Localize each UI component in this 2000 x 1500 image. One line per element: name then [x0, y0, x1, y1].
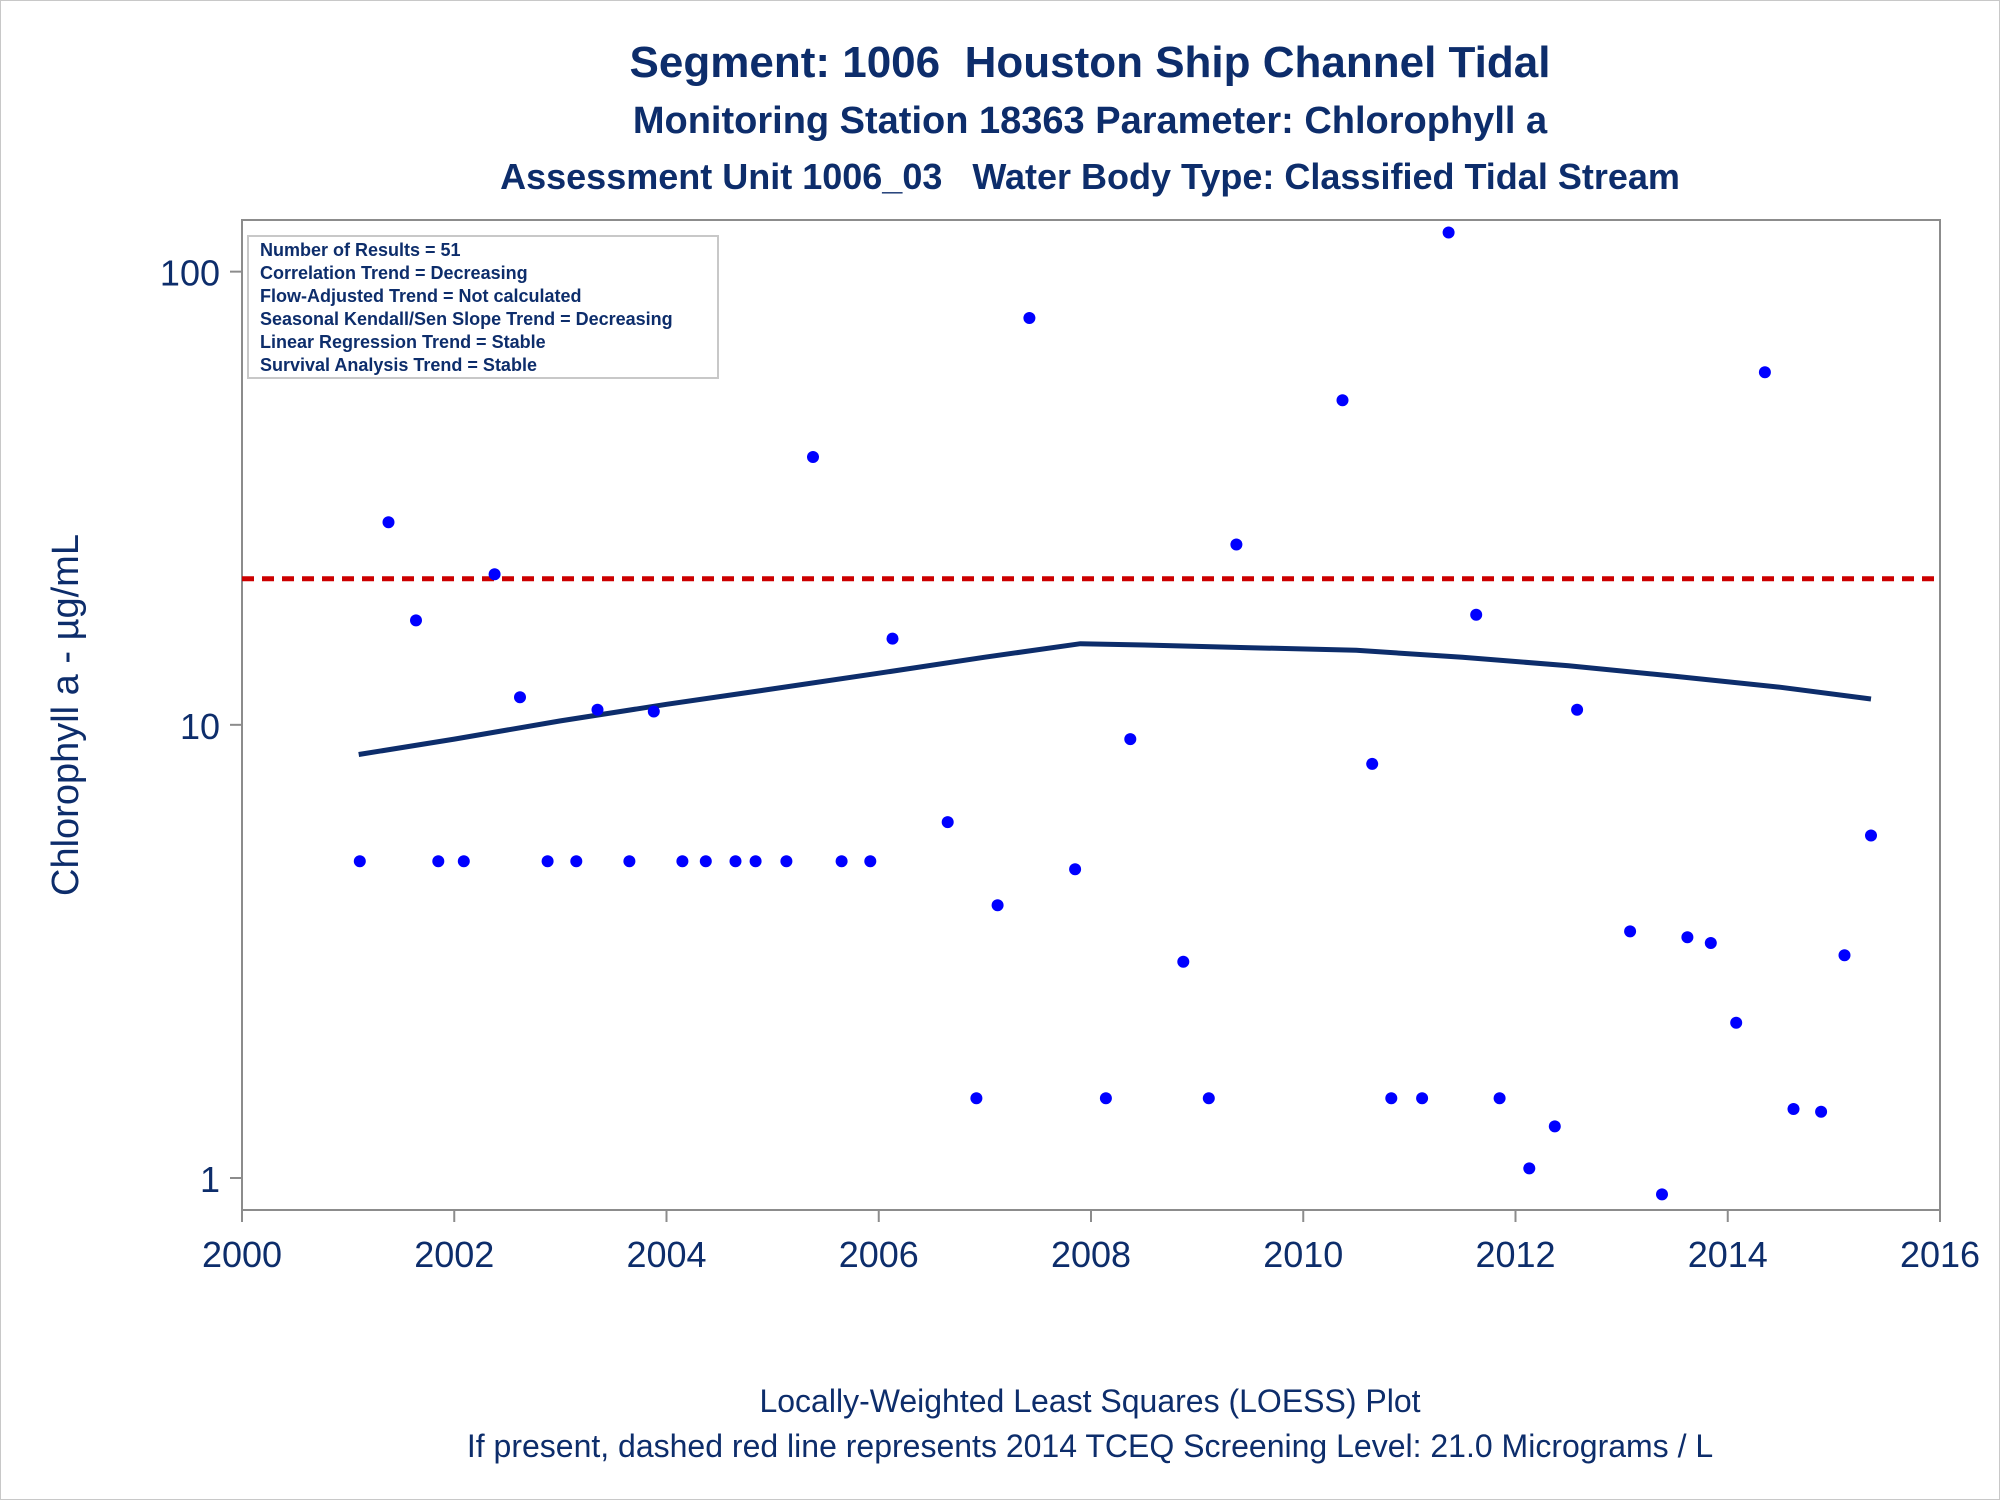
data-point — [410, 614, 422, 627]
data-point — [591, 703, 604, 716]
data-point — [570, 855, 583, 868]
data-point — [1202, 1092, 1215, 1105]
data-point — [729, 855, 742, 868]
data-point — [1177, 955, 1190, 968]
data-point — [991, 899, 1004, 912]
data-point — [432, 855, 445, 868]
data-point — [514, 691, 526, 704]
data-point — [1099, 1092, 1112, 1105]
chart-subtitle: Monitoring Station 18363 Parameter: Chlo… — [632, 100, 1548, 142]
data-point — [749, 855, 762, 868]
data-point — [1366, 757, 1379, 770]
data-point — [1385, 1092, 1398, 1105]
chart-title: Segment: 1006 Houston Ship Channel Tidal — [629, 38, 1551, 87]
stats-line: Seasonal Kendall/Sen Slope Trend = Decre… — [260, 309, 673, 329]
stats-box: Number of Results = 51 Correlation Trend … — [247, 235, 719, 379]
footnote-screening: If present, dashed red line represents 2… — [466, 1428, 1714, 1464]
data-point — [699, 855, 712, 868]
x-tick-label: 2016 — [1900, 1234, 1980, 1275]
data-point — [1336, 394, 1349, 407]
data-point — [1442, 226, 1455, 239]
data-points — [353, 226, 1877, 1201]
data-point — [1624, 925, 1637, 938]
data-point — [1758, 366, 1771, 379]
loess-curve — [358, 641, 1872, 757]
data-point — [864, 855, 877, 868]
x-tick-label: 2010 — [1263, 1234, 1343, 1275]
data-point — [970, 1092, 983, 1105]
x-tick-label: 2012 — [1475, 1234, 1555, 1275]
data-point — [1815, 1105, 1828, 1118]
data-point — [488, 568, 501, 581]
y-tick-label: 100 — [160, 253, 220, 294]
stats-line: Flow-Adjusted Trend = Not calculated — [260, 286, 582, 306]
footnote-loess: Locally-Weighted Least Squares (LOESS) P… — [759, 1383, 1421, 1419]
chart-subtitle-2: Assessment Unit 1006_03 Water Body Type:… — [500, 156, 1680, 197]
data-point — [382, 516, 395, 529]
data-point — [1787, 1103, 1800, 1115]
data-point — [1571, 703, 1584, 716]
stats-line: Number of Results = 51 — [260, 240, 461, 260]
x-tick-label: 2008 — [1051, 1234, 1131, 1275]
stats-line: Correlation Trend = Decreasing — [260, 263, 528, 283]
x-tick-label: 2006 — [839, 1234, 919, 1275]
data-point — [353, 855, 366, 868]
data-point — [1865, 829, 1877, 842]
data-point — [1416, 1092, 1429, 1105]
data-point — [647, 705, 660, 718]
y-axis-label: Chlorophyll a - µg/mL — [45, 534, 87, 896]
y-tick-label: 10 — [180, 706, 220, 747]
x-tick-label: 2002 — [414, 1234, 494, 1275]
data-point — [457, 855, 470, 868]
data-point — [941, 816, 954, 829]
data-point — [541, 855, 554, 868]
data-point — [1704, 937, 1717, 949]
data-point — [1023, 312, 1036, 324]
stats-line: Linear Regression Trend = Stable — [260, 332, 546, 352]
data-point — [1124, 733, 1137, 746]
data-point — [1730, 1016, 1743, 1029]
data-point — [1493, 1092, 1506, 1105]
data-point — [676, 855, 689, 868]
data-point — [1838, 949, 1851, 962]
data-point — [1681, 931, 1694, 944]
y-axis: 1 10 100 — [160, 253, 242, 1200]
data-point — [780, 855, 793, 868]
data-point — [886, 632, 899, 645]
data-point — [807, 451, 819, 463]
data-point — [1656, 1188, 1668, 1201]
x-tick-label: 2000 — [202, 1234, 282, 1275]
x-axis: 2000 2002 2004 2006 2008 2010 2012 2014 2016 — [202, 1210, 1980, 1275]
stats-line: Survival Analysis Trend = Stable — [260, 355, 537, 375]
data-point — [1470, 608, 1483, 621]
data-point — [835, 855, 848, 868]
data-point — [1523, 1162, 1536, 1175]
data-point — [1069, 863, 1082, 876]
data-point — [1548, 1120, 1561, 1133]
x-tick-label: 2004 — [626, 1234, 706, 1275]
data-point — [1230, 538, 1243, 551]
y-tick-label: 1 — [200, 1159, 220, 1200]
x-tick-label: 2014 — [1688, 1234, 1768, 1275]
data-point — [623, 855, 636, 868]
stats-box-border — [247, 235, 719, 379]
